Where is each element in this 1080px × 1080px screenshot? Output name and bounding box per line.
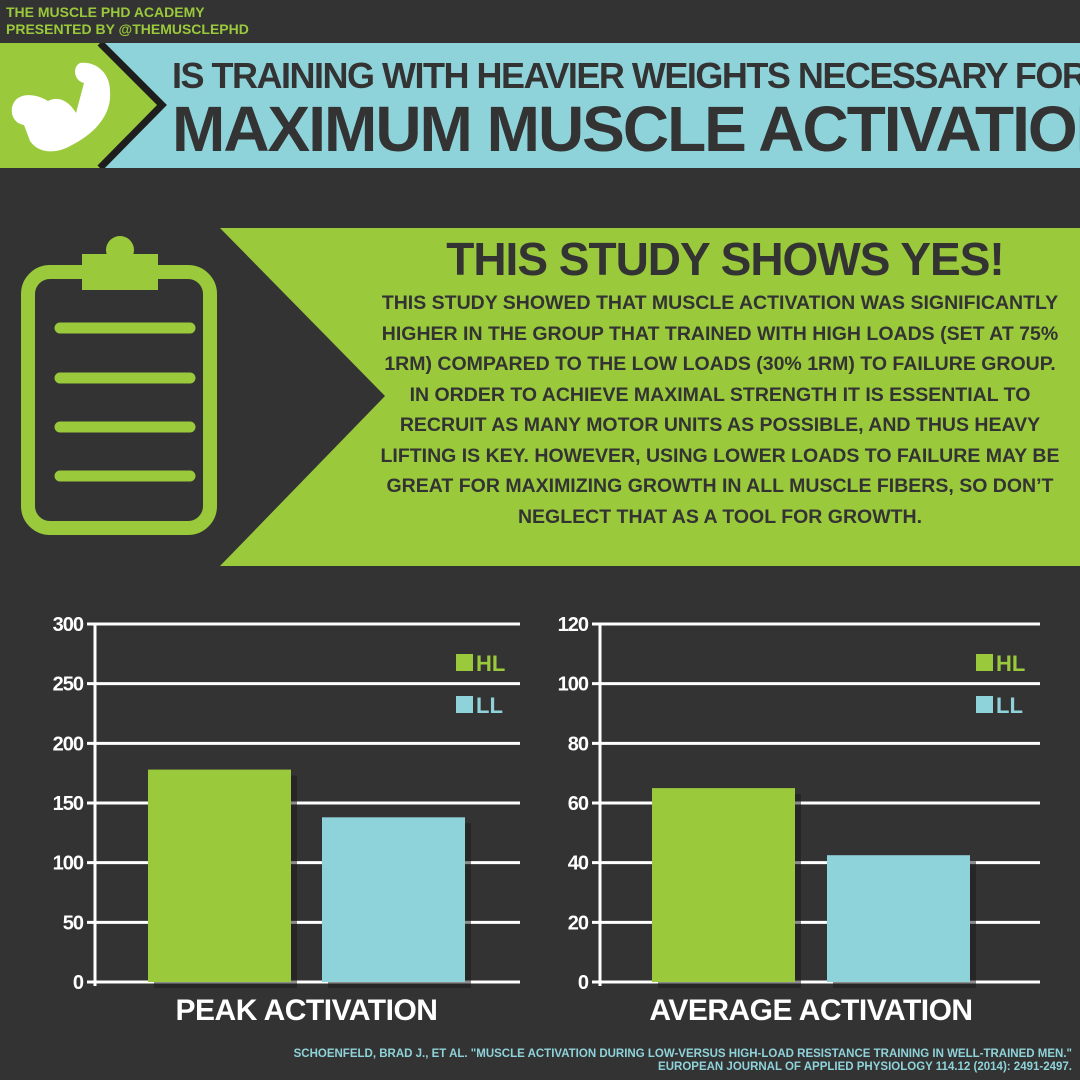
brand-handle: PRESENTED BY @THEMUSCLEPHD	[6, 21, 249, 37]
title-banner	[0, 43, 1080, 168]
flexed-arm-icon	[11, 62, 111, 152]
legend-label-ll: LL	[996, 693, 1023, 718]
title-line-1: IS TRAINING WITH HEAVIER WEIGHTS NECESSA…	[172, 55, 1080, 96]
y-tick-label: 40	[568, 853, 589, 875]
y-tick-label: 120	[558, 614, 589, 636]
y-tick-label: 50	[63, 912, 84, 934]
y-tick-label: 20	[568, 912, 589, 934]
y-tick-label: 150	[53, 793, 84, 815]
legend-label-hl: HL	[476, 651, 505, 676]
bar-hl	[652, 788, 795, 982]
bar-ll	[322, 817, 465, 982]
bar-hl	[148, 769, 291, 982]
y-tick-label: 300	[53, 614, 84, 636]
citation-line-2: EUROPEAN JOURNAL OF APPLIED PHYSIOLOGY 1…	[658, 1061, 1072, 1073]
legend-swatch-ll	[456, 696, 473, 713]
summary-panel	[21, 228, 1080, 566]
clipboard-icon	[21, 236, 217, 535]
y-tick-label: 0	[578, 972, 589, 994]
y-tick-label: 80	[568, 733, 589, 755]
legend-swatch-hl	[456, 654, 473, 671]
title-line-2: MAXIMUM MUSCLE ACTIVATION?	[172, 93, 1080, 165]
summary-body: THIS STUDY SHOWED THAT MUSCLE ACTIVATION…	[380, 292, 1060, 528]
y-tick-label: 250	[53, 674, 84, 696]
charts: 0 50 100 150 200 250 300 HL LL PEAK ACTIVATION 0 20…	[53, 614, 1040, 1027]
summary-heading: THIS STUDY SHOWS YES!	[446, 233, 1005, 285]
y-tick-label: 100	[53, 853, 84, 875]
citation-line-1: SCHOENFELD, BRAD J., ET AL. "MUSCLE ACTI…	[293, 1048, 1072, 1060]
legend-swatch-hl	[976, 654, 993, 671]
bar-ll	[827, 855, 970, 982]
y-tick-label: 0	[73, 972, 84, 994]
legend-label-hl: HL	[996, 651, 1025, 676]
legend-label-ll: LL	[476, 693, 503, 718]
chart-title: PEAK ACTIVATION	[176, 994, 438, 1027]
y-tick-label: 100	[558, 674, 589, 696]
y-tick-label: 60	[568, 793, 589, 815]
y-tick-label: 200	[53, 733, 84, 755]
citation: SCHOENFELD, BRAD J., ET AL. "MUSCLE ACTI…	[294, 1048, 1072, 1074]
chart-title: AVERAGE ACTIVATION	[649, 994, 972, 1027]
brand: THE MUSCLE PHD ACADEMY PRESENTED BY @THE…	[6, 4, 249, 38]
brand-name: THE MUSCLE PHD ACADEMY	[6, 4, 205, 20]
legend-swatch-ll	[976, 696, 993, 713]
